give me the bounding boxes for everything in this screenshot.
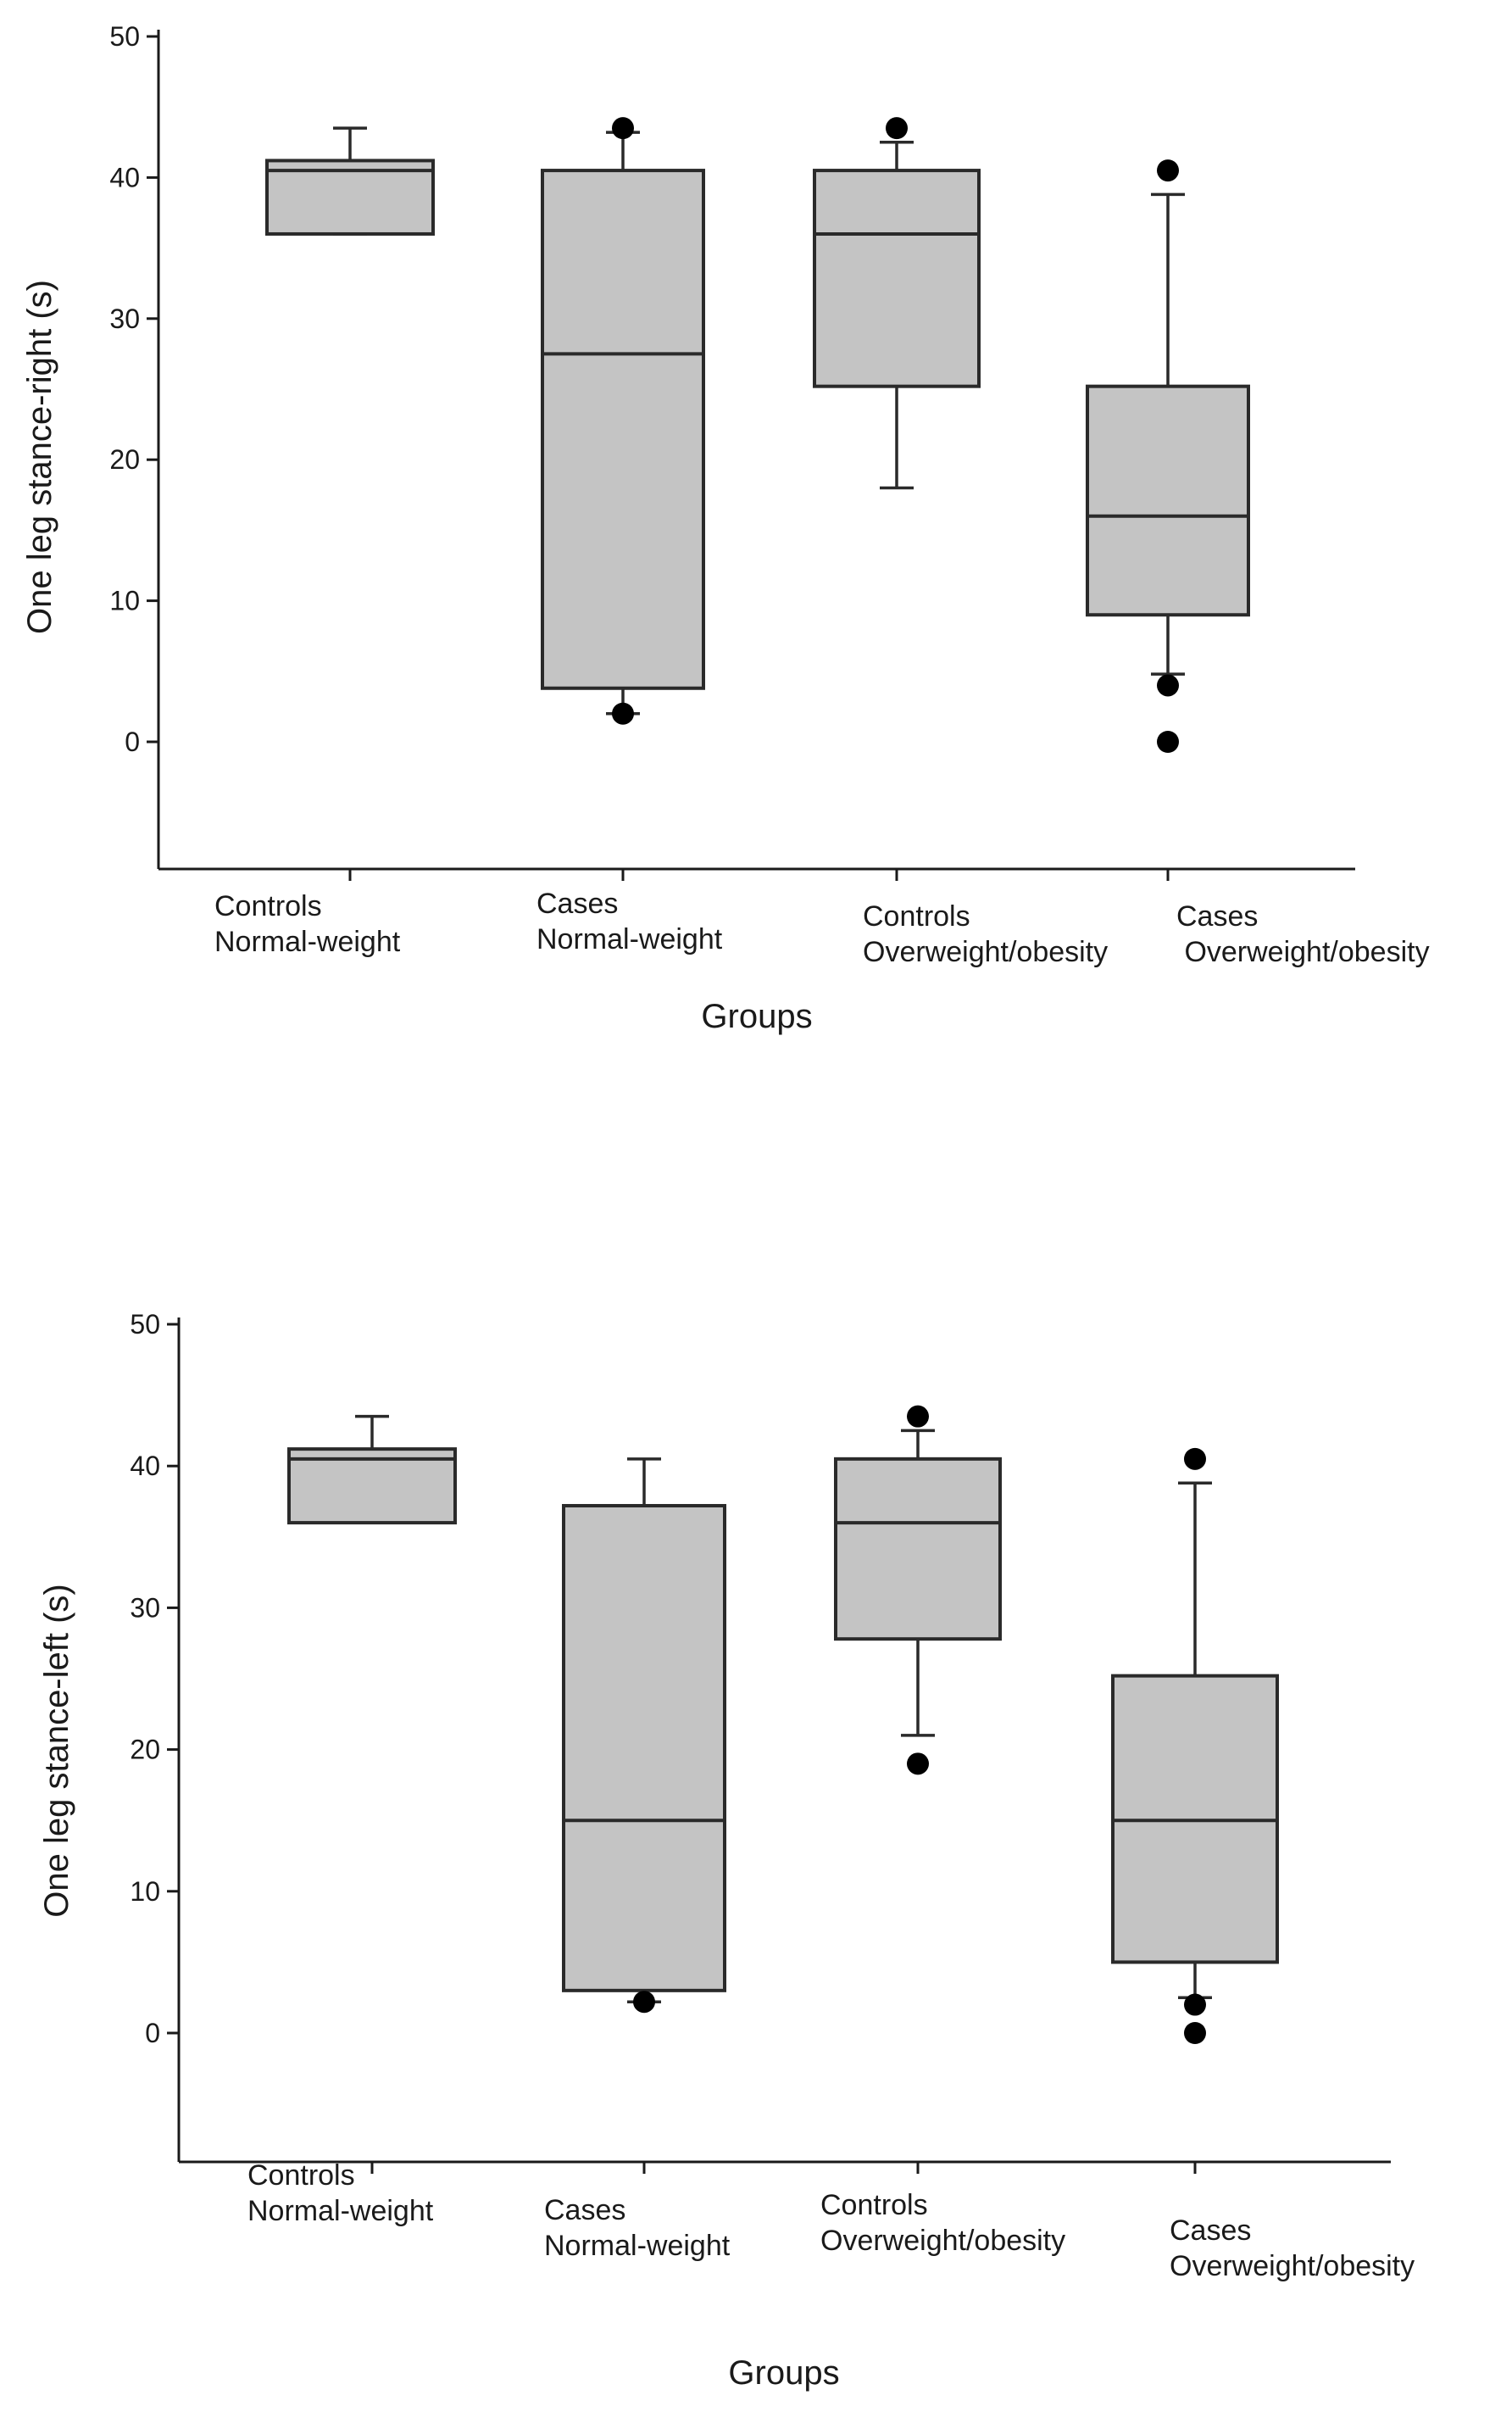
category-label: Controls Overweight/obesity xyxy=(863,900,1108,968)
category-label-line: Overweight/obesity xyxy=(1170,2250,1415,2282)
iqr-box xyxy=(813,169,981,388)
category-label: Controls Normal-weight xyxy=(247,2159,434,2227)
y-tick-label: 40 xyxy=(130,1451,160,1481)
y-tick-label: 30 xyxy=(130,1592,160,1623)
category-label: Controls Overweight/obesity xyxy=(820,2189,1065,2257)
category-label: Controls Normal-weight xyxy=(214,890,401,958)
outlier-point xyxy=(1157,674,1179,697)
y-tick-label: 0 xyxy=(125,727,140,757)
iqr-box xyxy=(1086,384,1250,617)
outlier-point xyxy=(1184,1447,1206,1470)
category-label: Cases Overweight/obesity xyxy=(1176,900,1430,968)
category-label: Cases Normal-weight xyxy=(536,888,723,955)
x-axis-title: Groups xyxy=(728,2354,839,2392)
outlier-point xyxy=(1184,2022,1206,2044)
box-1 xyxy=(265,126,435,236)
category-label-line: Overweight/obesity xyxy=(820,2225,1065,2257)
outlier-point xyxy=(633,1991,655,2014)
outlier-point xyxy=(612,117,634,140)
category-label-line: Cases xyxy=(1176,900,1258,933)
box-4 xyxy=(1086,159,1250,753)
y-tick-label: 50 xyxy=(130,1309,160,1340)
y-tick-label: 30 xyxy=(109,304,140,334)
category-label-line: Overweight/obesity xyxy=(1176,936,1430,968)
y-tick-label: 10 xyxy=(130,1876,160,1907)
category-label-line: Normal-weight xyxy=(536,923,723,955)
outlier-point xyxy=(907,1752,929,1775)
category-label-line: Controls xyxy=(863,900,970,933)
y-tick-label: 50 xyxy=(109,21,140,52)
iqr-box xyxy=(265,159,435,236)
category-label-line: Cases xyxy=(1170,2214,1251,2247)
iqr-box xyxy=(541,169,705,690)
y-tick-label: 10 xyxy=(109,586,140,616)
category-label-line: Cases xyxy=(544,2194,625,2226)
y-tick-label: 20 xyxy=(109,444,140,475)
box-2 xyxy=(562,1457,726,2014)
outlier-point xyxy=(1157,731,1179,753)
outlier-point xyxy=(612,702,634,725)
category-label-line: Overweight/obesity xyxy=(863,936,1108,968)
box-3 xyxy=(834,1405,1002,1775)
category-label-line: Controls xyxy=(820,2189,928,2221)
box-1 xyxy=(287,1414,457,1525)
iqr-box xyxy=(287,1447,457,1525)
category-label-line: Controls xyxy=(214,890,322,922)
outlier-point xyxy=(886,117,908,140)
iqr-box xyxy=(834,1457,1002,1641)
category-label-line: Normal-weight xyxy=(544,2230,731,2262)
category-label-line: Cases xyxy=(536,888,618,920)
iqr-box xyxy=(562,1504,726,1992)
y-axis-title: One leg stance-left (s) xyxy=(38,1584,75,1918)
box-3 xyxy=(813,117,981,490)
x-axis-title: Groups xyxy=(701,998,812,1035)
outlier-point xyxy=(1157,159,1179,182)
category-label-line: Normal-weight xyxy=(247,2195,434,2227)
box-2 xyxy=(541,117,705,725)
y-tick-label: 0 xyxy=(145,2018,160,2048)
outlier-point xyxy=(907,1405,929,1428)
outlier-point xyxy=(1184,1993,1206,2016)
box-4 xyxy=(1111,1447,1279,2044)
y-axis-title: One leg stance-right (s) xyxy=(21,280,58,634)
y-tick-label: 40 xyxy=(109,162,140,192)
category-label: Cases Normal-weight xyxy=(544,2194,731,2262)
category-label-line: Controls xyxy=(247,2159,355,2192)
y-tick-label: 20 xyxy=(130,1735,160,1765)
category-label: Cases Overweight/obesity xyxy=(1170,2214,1415,2282)
category-label-line: Normal-weight xyxy=(214,926,401,958)
